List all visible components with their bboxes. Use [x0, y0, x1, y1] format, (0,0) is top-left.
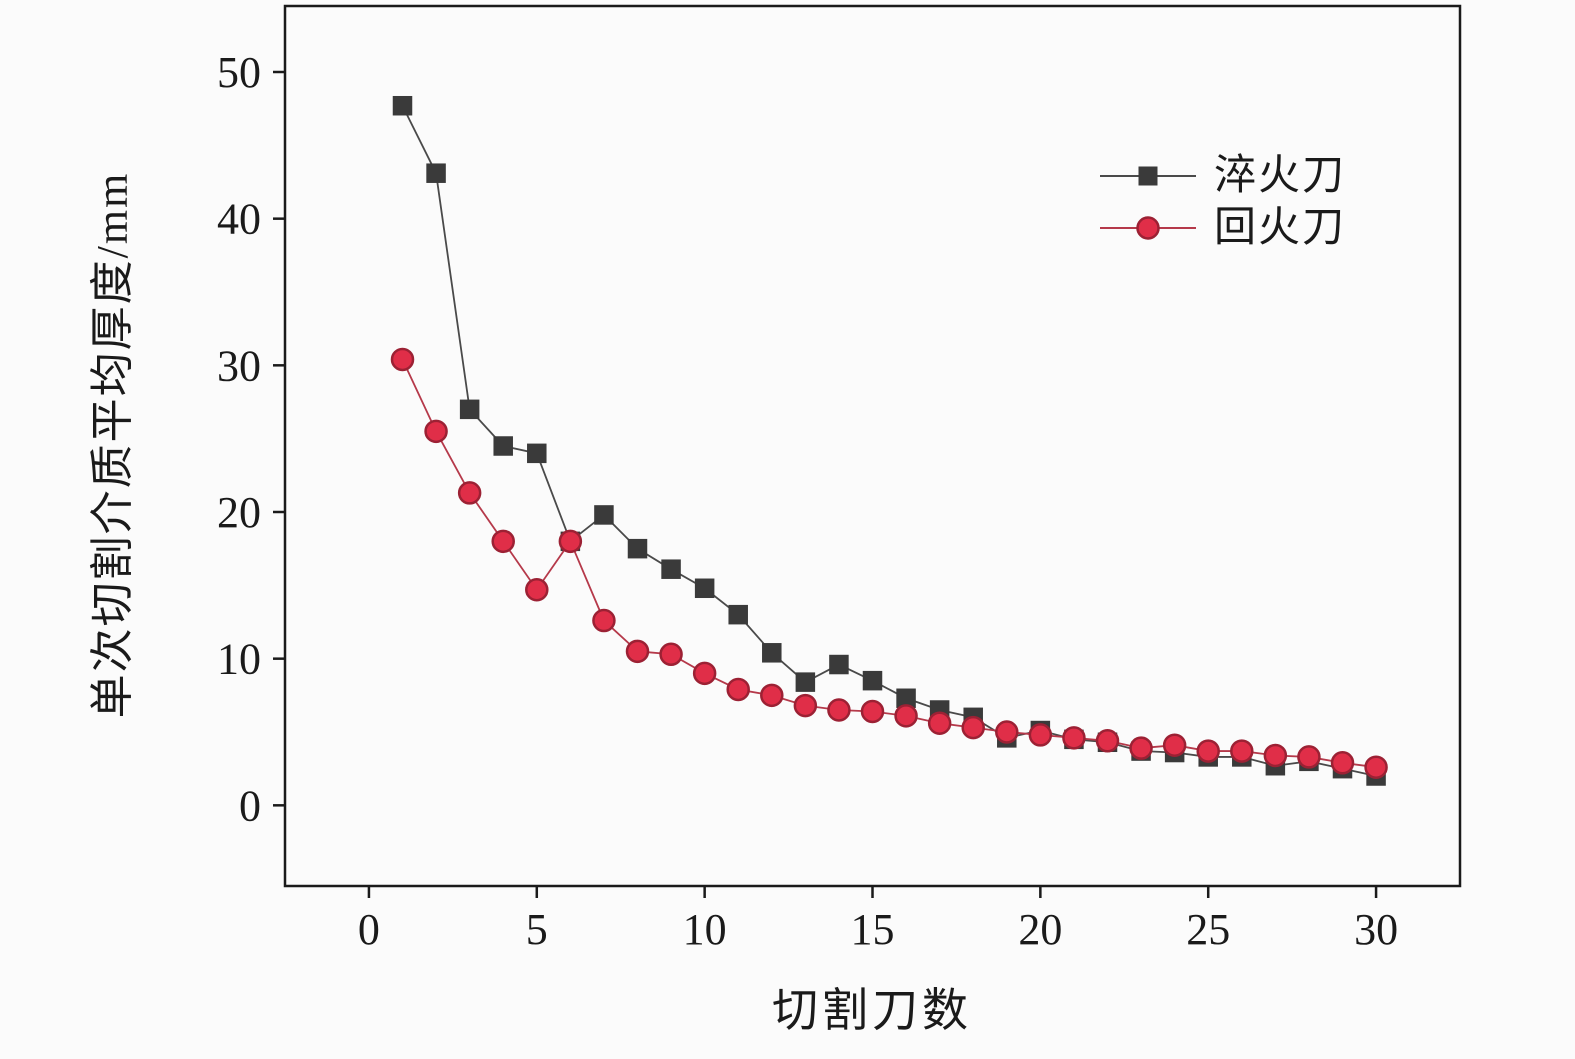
x-tick-label: 30 [1354, 905, 1398, 954]
circle-marker-icon [1100, 216, 1196, 240]
series-1-point [1297, 745, 1321, 769]
series-1-point [961, 715, 985, 740]
series-1-point [927, 711, 952, 735]
x-tick-label: 15 [851, 905, 895, 954]
y-tick-label: 10 [217, 635, 261, 684]
y-tick-label: 50 [217, 48, 261, 97]
series-0-point [527, 443, 547, 464]
x-tick-label: 10 [683, 905, 727, 954]
series-1-point [692, 661, 717, 686]
series-1-point [457, 481, 482, 505]
series-1-point [1028, 723, 1053, 747]
series-1-point [827, 698, 851, 722]
plot-frame [283, 4, 1462, 888]
x-tick-label: 20 [1018, 905, 1062, 954]
series-1-point [525, 577, 549, 602]
legend: 淬火刀 回火刀 [1098, 155, 1346, 249]
y-tick-label: 0 [239, 781, 261, 830]
series-1-point [390, 347, 415, 372]
series-1-point [491, 529, 515, 554]
series-0-point [594, 505, 614, 525]
series-0-point [694, 578, 715, 599]
series-1-point [558, 529, 583, 554]
series-1-point [760, 683, 784, 708]
series-0-point [795, 672, 816, 692]
series-1-point [625, 639, 650, 664]
series-1-point [793, 693, 818, 718]
series-0-point [762, 643, 782, 663]
series-0-point [459, 399, 480, 420]
legend-item-quenched: 淬火刀 [1098, 155, 1346, 197]
y-tick-label: 20 [217, 488, 261, 537]
series-1-point [424, 419, 448, 444]
series-1-point [1162, 733, 1187, 757]
series-1-point [726, 677, 750, 702]
series-1-point [1330, 751, 1355, 775]
series-0-point [862, 670, 883, 691]
series-0-point [426, 163, 446, 183]
x-tick-label: 0 [358, 905, 380, 954]
series-1-point [1364, 755, 1388, 779]
series-1-point [1196, 739, 1220, 763]
series-0-point [627, 538, 648, 559]
y-tick-label: 30 [217, 341, 261, 390]
series-1-point [1230, 739, 1254, 763]
y-tick-label: 40 [217, 195, 261, 244]
series-1-point [1095, 729, 1120, 753]
square-marker-icon [1100, 166, 1196, 186]
legend-label-quenched: 淬火刀 [1214, 153, 1347, 199]
series-1-point [1062, 726, 1086, 750]
x-axis-title: 切割刀数 [772, 985, 972, 1036]
legend-item-tempered: 回火刀 [1098, 207, 1346, 249]
series-0-point [493, 436, 513, 456]
series-1-point [860, 699, 885, 724]
series-1-point [894, 704, 918, 728]
series-0-point [392, 95, 413, 116]
series-0-point [829, 654, 849, 675]
series-0-point [661, 559, 681, 579]
series-0-point [728, 604, 748, 625]
series-1-point [1129, 736, 1153, 760]
x-tick-label: 5 [526, 905, 548, 954]
y-axis-title: 单次切割介质平均厚度/mm [88, 171, 137, 719]
series-1-point [995, 720, 1019, 744]
legend-label-tempered: 回火刀 [1214, 205, 1347, 251]
series-1-point [1263, 743, 1288, 768]
series-1-point [659, 642, 683, 667]
series-1-point [592, 608, 616, 633]
x-tick-label: 25 [1186, 905, 1230, 954]
plot-background [285, 6, 1460, 886]
